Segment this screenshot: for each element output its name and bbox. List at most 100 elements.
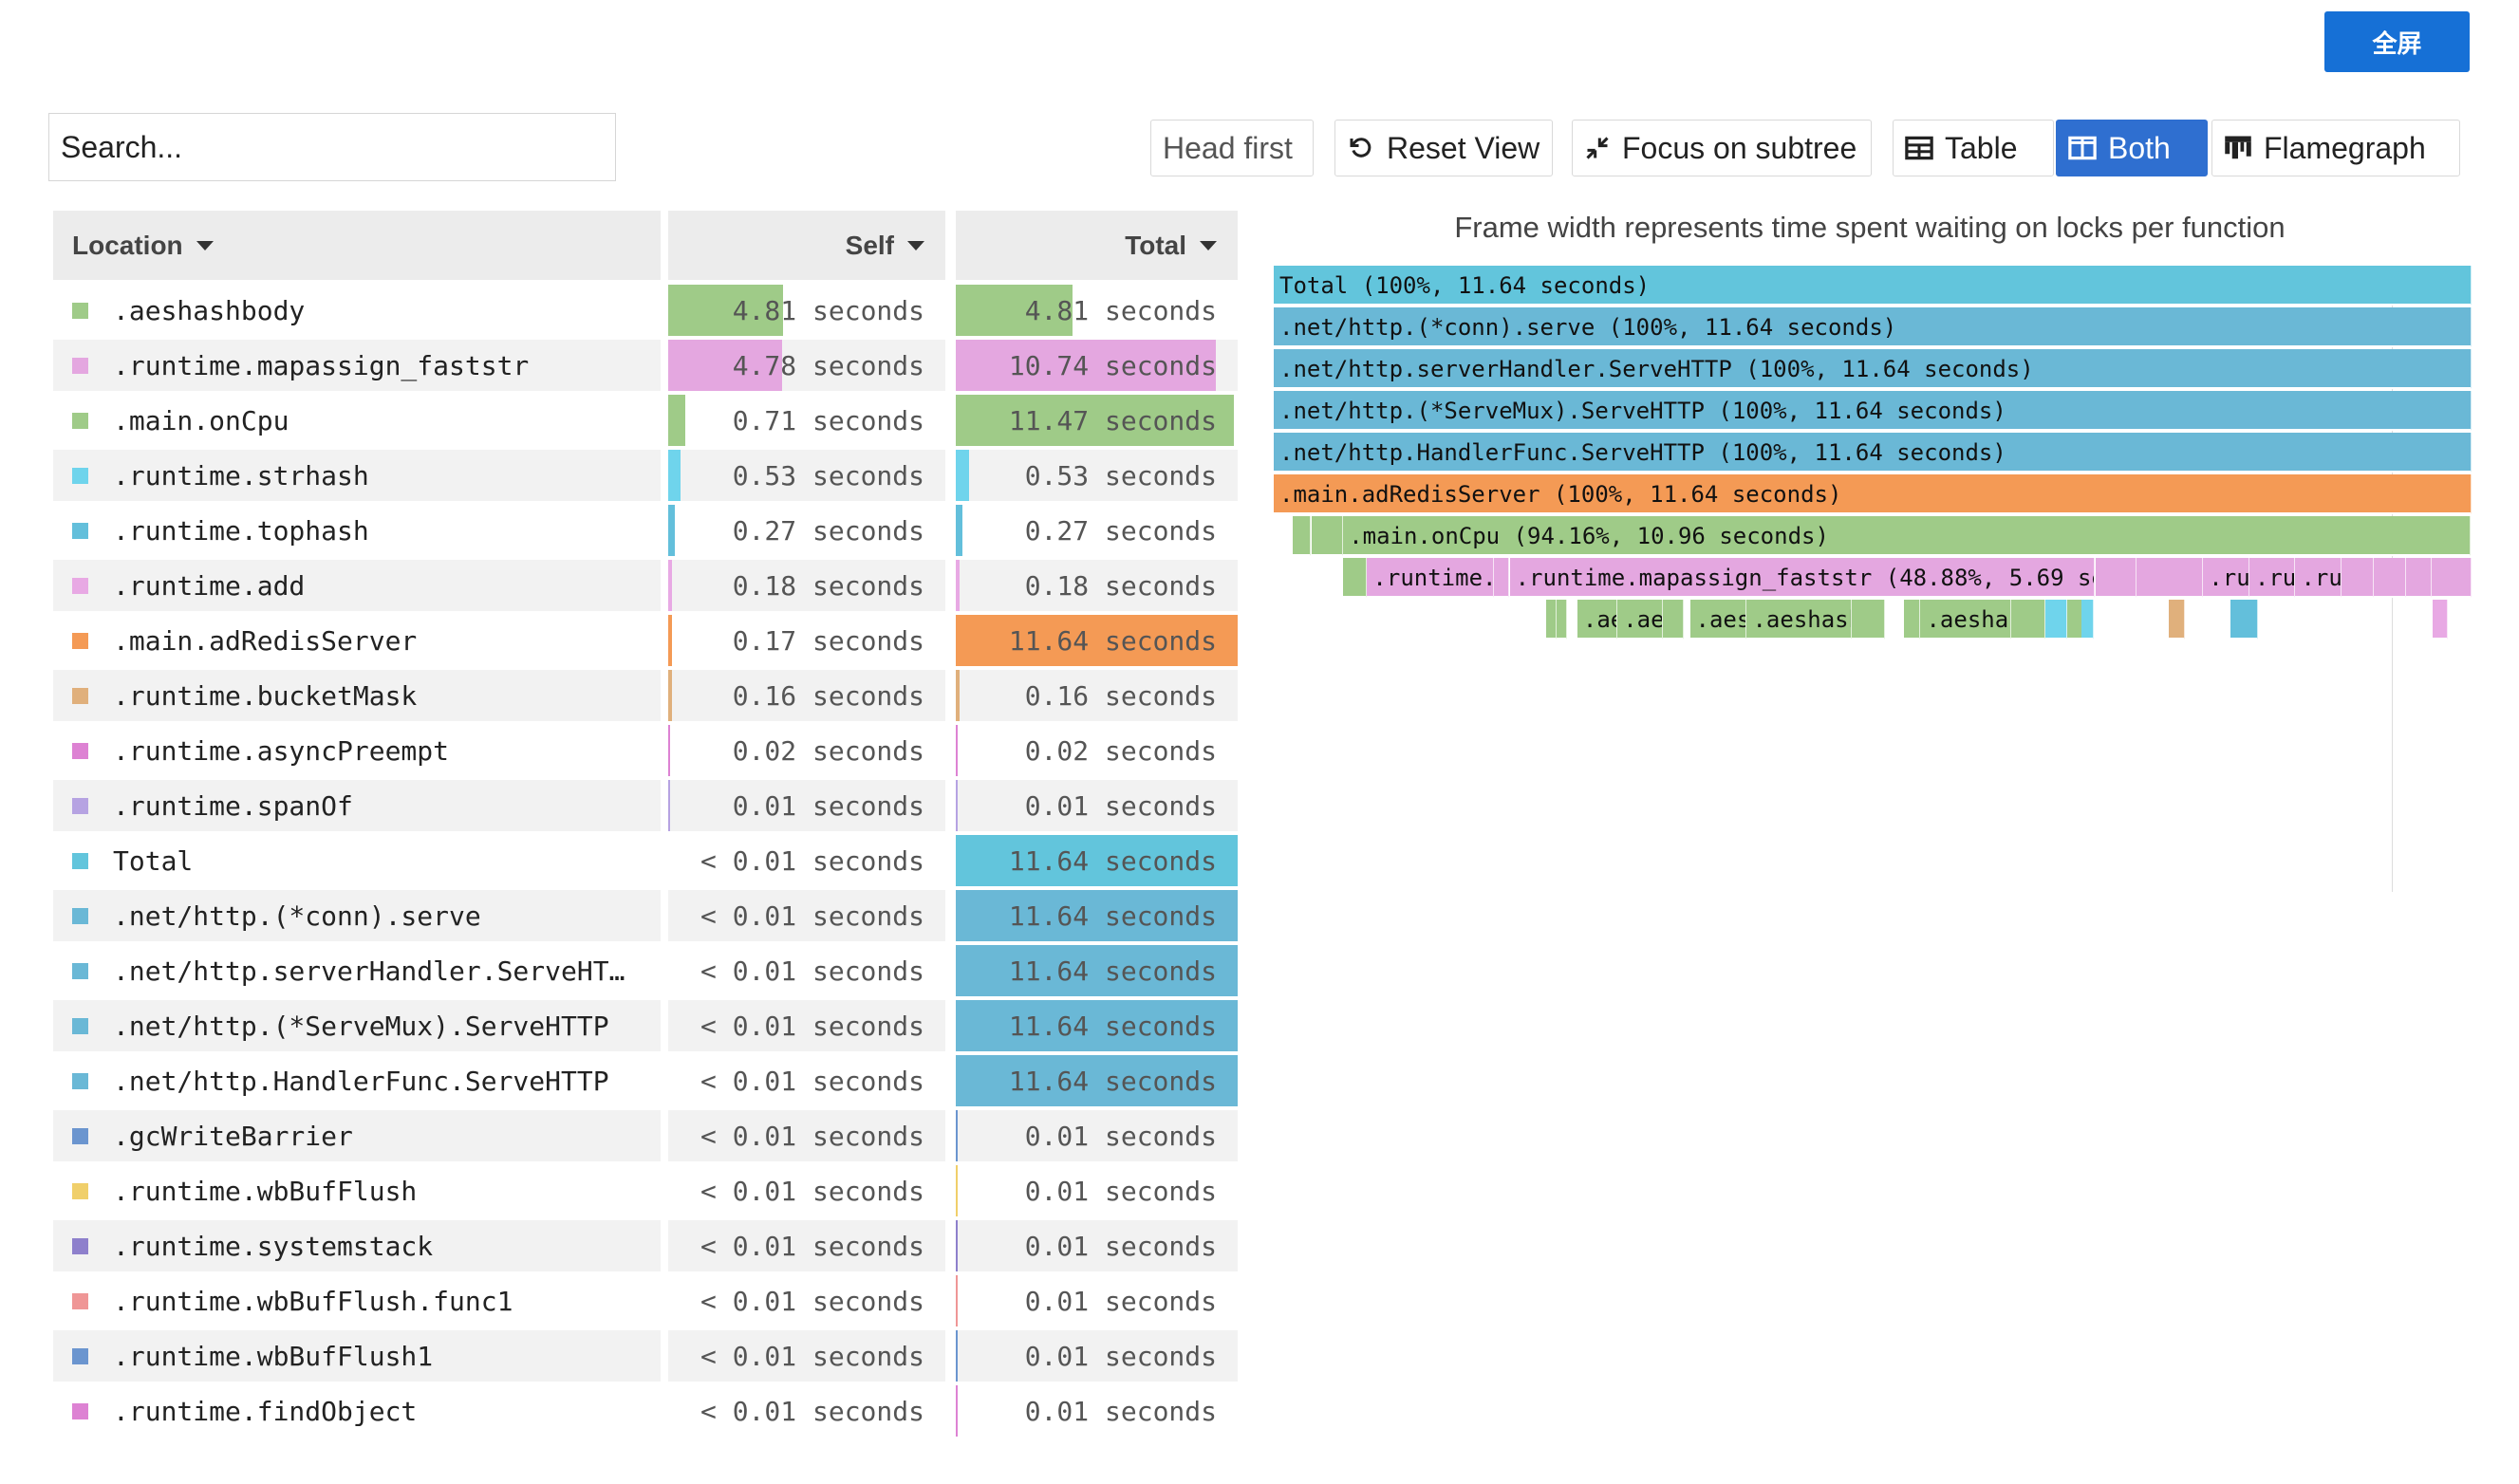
location-cell: .runtime.bucketMask <box>53 670 661 721</box>
flame-frame[interactable] <box>2406 558 2433 598</box>
total-bar <box>956 1385 958 1437</box>
flame-frame[interactable]: .runtime.add <box>2295 558 2342 598</box>
flame-frame[interactable] <box>1546 600 1557 640</box>
self-cell: < 0.01 seconds <box>668 890 945 941</box>
total-header-label: Total <box>1125 230 1186 260</box>
flame-frame[interactable]: .main.adRedisServer (100%, 11.64 seconds… <box>1274 474 2472 514</box>
table-row[interactable]: .net/http.HandlerFunc.ServeHTTP < 0.01 se… <box>53 1055 1239 1110</box>
location-name: .runtime.wbBufFlush <box>113 1175 418 1207</box>
flame-frame[interactable]: .aeshashbody <box>1746 600 1852 640</box>
color-swatch <box>72 412 88 429</box>
table-row[interactable]: .gcWriteBarrier < 0.01 seconds 0.01 second… <box>53 1110 1239 1165</box>
flame-frame[interactable] <box>2136 558 2204 598</box>
location-cell: .runtime.spanOf <box>53 780 661 831</box>
table-row[interactable]: .main.onCpu 0.71 seconds 11.47 seconds <box>53 395 1239 450</box>
table-row[interactable]: .runtime.mapassign_faststr 4.78 seconds 10… <box>53 340 1239 395</box>
flamegraph[interactable]: Total (100%, 11.64 seconds) .net/http.(*c… <box>1274 266 2472 892</box>
flame-frame[interactable] <box>1494 558 1509 598</box>
table-row[interactable]: .runtime.spanOf 0.01 seconds 0.01 seconds <box>53 780 1239 835</box>
flame-frame[interactable]: .net/http.HandlerFunc.ServeHTTP (100%, 1… <box>1274 433 2472 473</box>
flame-frame[interactable] <box>1851 600 1885 640</box>
flame-frame[interactable] <box>2095 558 2136 598</box>
flame-frame[interactable]: Total (100%, 11.64 seconds) <box>1274 266 2472 306</box>
self-cell: 0.02 seconds <box>668 725 945 776</box>
flame-frame[interactable]: .runtime.mapassign_faststr (48.88%, 5.69… <box>1509 558 2096 598</box>
columns-icon <box>2068 136 2097 160</box>
self-value: < 0.01 seconds <box>700 1010 924 1042</box>
flame-frame[interactable] <box>2169 600 2185 640</box>
table-row[interactable]: .runtime.asyncPreempt 0.02 seconds 0.02 se… <box>53 725 1239 780</box>
table-row[interactable]: .aeshashbody 4.81 seconds 4.81 seconds <box>53 285 1239 340</box>
table-row[interactable]: .net/http.(*ServeMux).ServeHTTP < 0.01 se… <box>53 1000 1239 1055</box>
total-cell: 0.53 seconds <box>956 450 1238 501</box>
table-row[interactable]: .runtime.wbBufFlush1 < 0.01 seconds 0.01 s… <box>53 1330 1239 1385</box>
flame-frame[interactable] <box>2044 600 2068 640</box>
both-view-button[interactable]: Both <box>2056 120 2208 176</box>
table-row[interactable]: .runtime.systemstack < 0.01 seconds 0.01 s… <box>53 1220 1239 1275</box>
total-value: 11.47 seconds <box>1008 404 1217 436</box>
flame-frame[interactable] <box>2230 600 2258 640</box>
table-row[interactable]: .runtime.wbBufFlush < 0.01 seconds 0.01 se… <box>53 1165 1239 1220</box>
self-cell: < 0.01 seconds <box>668 1165 945 1216</box>
flame-frame[interactable] <box>1556 600 1567 640</box>
flame-frame[interactable] <box>1292 516 1311 556</box>
flame-frame[interactable]: .aeshashbody <box>1577 600 1618 640</box>
total-bar <box>956 1275 958 1326</box>
table-row[interactable]: .runtime.findObject < 0.01 seconds 0.01 se… <box>53 1385 1239 1440</box>
focus-subtree-button[interactable]: Focus on subtree <box>1572 120 1872 176</box>
fullscreen-button[interactable]: 全屏 <box>2324 11 2470 72</box>
head-first-label: Head first <box>1163 130 1293 165</box>
table-row[interactable]: .runtime.wbBufFlush.func1 < 0.01 seconds 0… <box>53 1275 1239 1330</box>
flame-frame[interactable] <box>1662 600 1685 640</box>
flame-frame[interactable]: .main.onCpu (94.16%, 10.96 seconds) <box>1343 516 2472 556</box>
flame-frame[interactable]: .net/http.(*ServeMux).ServeHTTP (100%, 1… <box>1274 391 2472 431</box>
flame-frame[interactable]: .runtime.mapassign_faststr <box>1367 558 1495 598</box>
location-cell: .runtime.mapassign_faststr <box>53 340 661 391</box>
location-cell: .net/http.(*conn).serve <box>53 890 661 941</box>
flame-frame[interactable]: .aeshashbody <box>1920 600 2011 640</box>
self-bar <box>668 285 783 336</box>
self-bar <box>668 505 675 556</box>
focus-subtree-label: Focus on subtree <box>1622 130 1857 165</box>
flame-frame[interactable] <box>2342 558 2375 598</box>
head-first-button[interactable]: Head first <box>1150 120 1314 176</box>
self-bar <box>668 560 673 611</box>
flame-frame[interactable] <box>1311 516 1344 556</box>
table-row[interactable]: .main.adRedisServer 0.17 seconds 11.64 sec… <box>53 615 1239 670</box>
color-swatch <box>72 1017 88 1034</box>
flame-frame[interactable] <box>2374 558 2407 598</box>
flame-frame[interactable] <box>2432 558 2472 598</box>
table-row[interactable]: .runtime.strhash 0.53 seconds 0.53 seconds <box>53 450 1239 505</box>
location-name: .runtime.asyncPreempt <box>113 734 450 767</box>
flame-frame[interactable]: .runtime.add <box>2203 558 2249 598</box>
flame-frame[interactable] <box>1343 558 1368 598</box>
flame-frame[interactable]: .net/http.(*conn).serve (100%, 11.64 sec… <box>1274 307 2472 347</box>
table-row[interactable]: .net/http.(*conn).serve < 0.01 seconds 11.… <box>53 890 1239 945</box>
flame-frame[interactable] <box>2010 600 2045 640</box>
table-row[interactable]: .runtime.bucketMask 0.16 seconds 0.16 seco… <box>53 670 1239 725</box>
table-view-button[interactable]: Table <box>1893 120 2054 176</box>
total-bar <box>956 505 962 556</box>
flamegraph-view-button[interactable]: Flamegraph <box>2211 120 2460 176</box>
self-column-header[interactable]: Self <box>668 211 945 280</box>
total-bar <box>956 285 1073 336</box>
self-cell: 0.27 seconds <box>668 505 945 556</box>
flame-frame[interactable]: .runtime.add <box>2248 558 2296 598</box>
table-row[interactable]: .runtime.add 0.18 seconds 0.18 seconds <box>53 560 1239 615</box>
reset-view-button[interactable]: Reset View <box>1334 120 1553 176</box>
self-value: 4.78 seconds <box>732 349 924 381</box>
total-column-header[interactable]: Total <box>956 211 1238 280</box>
total-value: 0.53 seconds <box>1024 459 1217 492</box>
location-column-header[interactable]: Location <box>53 211 661 280</box>
flame-frame[interactable]: .aeshashbody <box>1689 600 1747 640</box>
flame-frame[interactable] <box>2081 600 2095 640</box>
search-input[interactable] <box>48 113 616 181</box>
flame-frame[interactable] <box>2432 600 2449 640</box>
flame-frame[interactable]: .aeshashbody <box>1617 600 1663 640</box>
total-bar <box>956 615 1238 666</box>
table-row[interactable]: .net/http.serverHandler.ServeHT… < 0.01 s… <box>53 945 1239 1000</box>
table-row[interactable]: .runtime.tophash 0.27 seconds 0.27 seconds <box>53 505 1239 560</box>
flame-frame[interactable] <box>1904 600 1921 640</box>
table-row[interactable]: Total < 0.01 seconds 11.64 seconds <box>53 835 1239 890</box>
flame-frame[interactable]: .net/http.serverHandler.ServeHTTP (100%,… <box>1274 349 2472 389</box>
